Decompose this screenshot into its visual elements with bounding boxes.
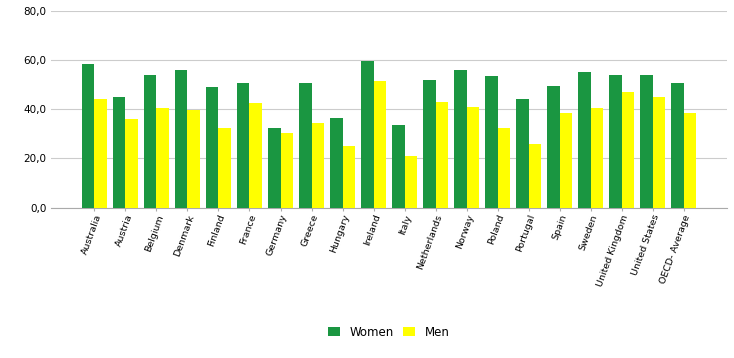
Bar <box>671 83 683 208</box>
Bar <box>299 83 311 208</box>
Bar <box>467 107 479 208</box>
Bar <box>330 118 343 208</box>
Bar <box>156 108 169 208</box>
Bar <box>113 97 126 208</box>
Bar <box>361 61 374 208</box>
Bar <box>219 128 231 208</box>
Bar <box>144 75 156 208</box>
Bar <box>82 64 95 208</box>
Bar <box>498 128 510 208</box>
Bar <box>528 144 541 208</box>
Bar <box>95 100 107 208</box>
Bar <box>454 70 467 208</box>
Bar <box>640 75 653 208</box>
Bar <box>237 83 250 208</box>
Bar <box>591 108 603 208</box>
Bar <box>559 113 572 208</box>
Bar <box>683 113 696 208</box>
Bar <box>126 119 138 208</box>
Bar <box>485 76 498 208</box>
Bar <box>578 72 591 208</box>
Bar <box>250 103 262 208</box>
Bar <box>609 75 622 208</box>
Bar <box>547 86 559 208</box>
Bar <box>404 156 417 208</box>
Bar <box>653 97 665 208</box>
Bar <box>392 125 404 208</box>
Bar <box>374 81 386 208</box>
Bar <box>206 87 219 208</box>
Bar <box>516 100 528 208</box>
Bar <box>343 146 355 208</box>
Bar <box>268 128 280 208</box>
Bar <box>622 92 634 208</box>
Bar <box>423 79 435 208</box>
Legend: Women, Men: Women, Men <box>324 321 454 344</box>
Bar <box>187 110 200 208</box>
Bar <box>175 70 187 208</box>
Bar <box>280 132 293 208</box>
Bar <box>311 123 324 208</box>
Bar <box>435 102 448 208</box>
